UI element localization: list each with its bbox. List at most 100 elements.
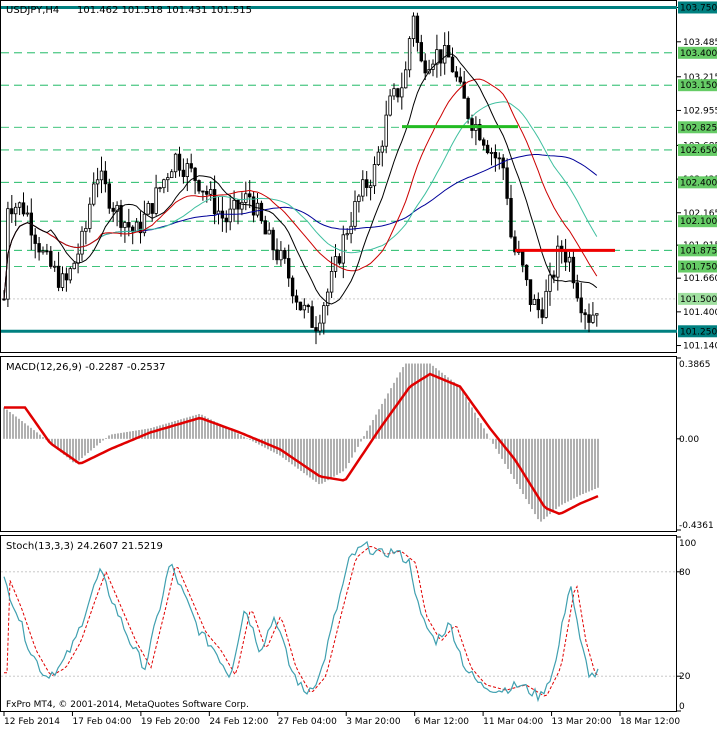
macd-bar (297, 438, 299, 469)
ma-cyan-line (3, 101, 598, 300)
macd-bar (288, 438, 290, 463)
macd-bar (219, 424, 221, 439)
candle-body (325, 291, 330, 307)
candle-body (166, 177, 170, 181)
macd-bar (51, 438, 53, 445)
macd-bar (246, 438, 248, 439)
candle-body (37, 243, 41, 253)
stoch-tick-label: 0 (679, 702, 685, 712)
candle-body (228, 208, 232, 223)
macd-bar (96, 438, 98, 446)
macd-bar (585, 438, 587, 493)
macd-bar (165, 423, 167, 439)
macd-bar (321, 438, 323, 484)
macd-bar (69, 438, 71, 460)
price-tick-label: 101.140 (683, 342, 717, 352)
macd-bar (159, 425, 161, 439)
price-tick-label: 102.955 (683, 106, 717, 116)
macd-bar (327, 438, 329, 481)
candle-body (208, 189, 213, 195)
macd-bar (468, 402, 470, 439)
candle-body (567, 256, 572, 263)
macd-bar (57, 438, 59, 450)
candle-body (532, 298, 537, 305)
price-level-tag (678, 79, 717, 92)
candle-body (583, 312, 587, 316)
candle-body (548, 274, 552, 292)
candle-body (189, 163, 193, 169)
time-tick-label: 17 Feb 04:00 (72, 717, 131, 727)
macd-bar (81, 438, 83, 459)
macd-bar (435, 368, 437, 439)
candle-body (21, 202, 26, 215)
macd-bar (528, 438, 530, 505)
macd-bar (243, 436, 245, 439)
candle-body (571, 256, 576, 284)
macd-bar (162, 424, 164, 439)
candle-body (13, 206, 18, 215)
macd-bar (210, 419, 212, 439)
time-tick-label: 6 Mar 12:00 (415, 717, 470, 727)
macd-bar (114, 433, 116, 439)
candle-body (314, 327, 318, 332)
macd-pane (0, 356, 677, 532)
candle-body (271, 229, 275, 251)
macd-bar (432, 365, 434, 439)
candle-body (201, 190, 205, 193)
macd-bar (537, 438, 539, 520)
candle-body (552, 274, 556, 278)
macd-bar (42, 437, 44, 439)
macd-bar (156, 426, 158, 439)
candle-body (322, 305, 326, 324)
candle-body (439, 49, 443, 64)
candle-body (579, 297, 583, 314)
price-level-label: 102.100 (680, 217, 717, 227)
price-level-label: 103.750 (680, 3, 717, 13)
macd-bar (480, 423, 482, 439)
candle-body (524, 264, 529, 281)
candle-body (345, 233, 349, 236)
macd-bar (66, 438, 68, 458)
macd-bar (99, 438, 101, 443)
macd-bar (315, 438, 317, 482)
candle-body (68, 268, 72, 281)
macd-bar (597, 438, 599, 488)
macd-bar (222, 425, 224, 439)
stoch-main-line (3, 540, 599, 703)
macd-bar (459, 386, 461, 439)
macd-bar (324, 438, 326, 482)
macd-bar (177, 420, 179, 439)
candle-body (146, 203, 150, 215)
macd-bar (312, 438, 314, 480)
macd-bar (366, 430, 368, 439)
macd-bar (471, 407, 473, 439)
macd-bar (174, 421, 176, 439)
candle-body (372, 164, 377, 187)
macd-bar (345, 438, 347, 469)
price-level-tag (678, 143, 717, 156)
candle-body (158, 187, 162, 190)
macd-bar (105, 437, 107, 439)
candle-body (41, 250, 45, 253)
macd-bar (72, 438, 74, 463)
price-level-label: 101.500 (680, 295, 717, 305)
symbol-label: USDJPY,H4 (6, 5, 59, 16)
macd-bar (12, 414, 14, 439)
price-level-label: 103.150 (680, 81, 717, 91)
candle-body (361, 179, 365, 197)
price-level-label: 102.650 (680, 146, 717, 156)
candle-body (556, 245, 560, 278)
macd-bar (279, 438, 281, 456)
candle-body (232, 199, 236, 210)
macd-bar (420, 363, 422, 439)
candle-body (53, 265, 57, 268)
macd-bar (240, 435, 242, 439)
macd-bar (198, 414, 200, 439)
macd-bar (381, 403, 383, 439)
macd-bar (180, 419, 182, 439)
macd-bar (309, 438, 311, 478)
macd-bar (465, 396, 467, 439)
candle-body (111, 207, 115, 212)
candle-body (49, 250, 53, 267)
